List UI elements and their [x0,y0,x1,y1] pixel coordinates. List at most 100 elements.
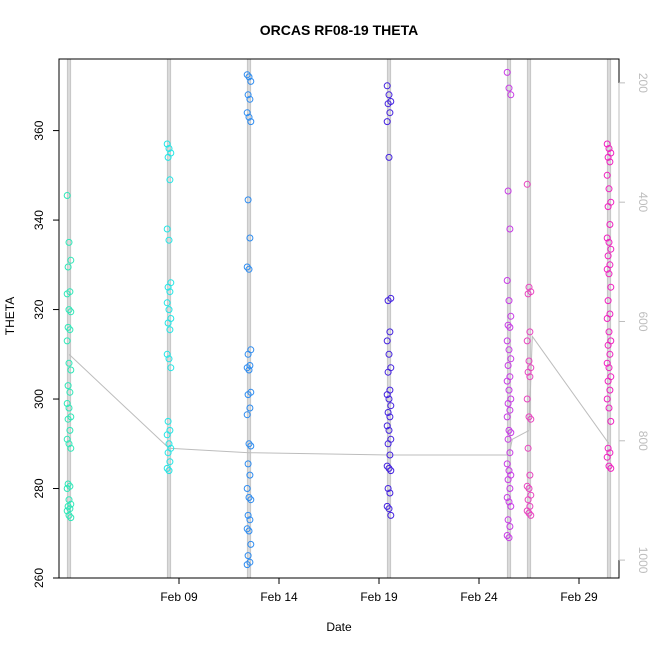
data-point [503,413,511,421]
right-tick-label: 1000 [636,547,650,574]
data-point [607,464,615,472]
data-point [387,402,395,410]
data-point [605,364,613,372]
data-point [63,337,71,345]
data-point [505,426,513,434]
data-point [504,362,512,369]
data-point [606,158,614,166]
data-point [244,511,252,519]
data-point [504,435,512,443]
data-point [604,297,612,305]
x-axis: Feb 09 Feb 14 Feb 19 Feb 24 Feb 29 [160,577,598,604]
data-point [604,444,612,452]
data-point [507,502,515,510]
data-point [65,306,73,314]
data-point [247,118,255,126]
data-point [607,283,615,291]
data-point [247,496,255,504]
data-point [247,540,255,548]
data-point [505,84,513,92]
data-point [504,400,512,407]
data-point [506,406,514,414]
data-point [605,238,613,246]
x-axis-label: Date [326,620,352,634]
data-point [506,323,514,331]
data-point [504,321,512,329]
data-point [527,415,535,423]
data-point [526,328,534,336]
data-point [523,507,531,515]
data-point [65,440,73,448]
data-point [383,422,391,430]
data-point [67,256,75,264]
data-point [525,485,533,492]
data-point [507,429,515,437]
gray-series-line [68,334,610,456]
data-point [384,440,392,448]
data-point [383,391,391,399]
data-point [606,386,614,394]
data-point [526,373,534,381]
data-point [607,245,615,253]
data-point [503,460,511,468]
data-point [166,326,174,334]
data-point [383,82,391,90]
right-axis: 200 400 600 800 1000 [618,73,650,574]
data-point [165,355,173,363]
data-point [603,395,611,403]
data-point [523,180,531,188]
data-point [505,467,513,475]
data-point [385,505,393,513]
data-point [163,299,171,307]
data-point [245,440,253,448]
data-point [503,277,511,284]
data-point [386,489,394,497]
data-point [65,496,73,504]
data-point [163,431,171,439]
x-tick-label: Feb 09 [160,590,198,604]
data-point [607,417,615,425]
data-point [243,485,251,492]
y-axis: 260 280 300 320 340 360 [32,120,60,588]
data-point [503,532,511,539]
data-point [244,552,252,560]
data-point [246,404,254,412]
data-point [247,442,255,450]
data-point [64,415,72,423]
data-point [604,377,612,385]
data-point [64,323,72,331]
data-point [383,337,391,345]
data-point [164,283,172,291]
data-point [386,109,394,117]
data-point [66,426,74,434]
data-point [605,404,613,412]
data-point [63,290,71,298]
plot-frame [58,58,620,579]
right-tick-label: 600 [636,311,650,331]
data-point [604,203,612,211]
y-tick-label: 280 [32,478,46,498]
data-point [243,561,251,569]
data-point [245,113,253,121]
data-point [243,71,251,79]
data-point [163,464,171,472]
data-point [63,507,71,515]
data-point [243,109,251,117]
data-point [525,413,533,421]
data-point [64,382,72,390]
right-tick-label: 200 [636,73,650,93]
data-point [243,525,251,533]
y-tick-label: 320 [32,299,46,319]
data-point [503,337,511,345]
chart-title: ORCAS RF08-19 THETA [260,22,418,38]
data-point [503,377,511,385]
data-point [166,458,174,466]
data-point [603,315,611,322]
data-point [523,337,531,345]
data-point [526,471,534,479]
data-point [244,391,252,399]
data-point [524,496,532,504]
data-point [605,185,613,193]
data-point [606,221,614,228]
data-point [167,364,175,372]
